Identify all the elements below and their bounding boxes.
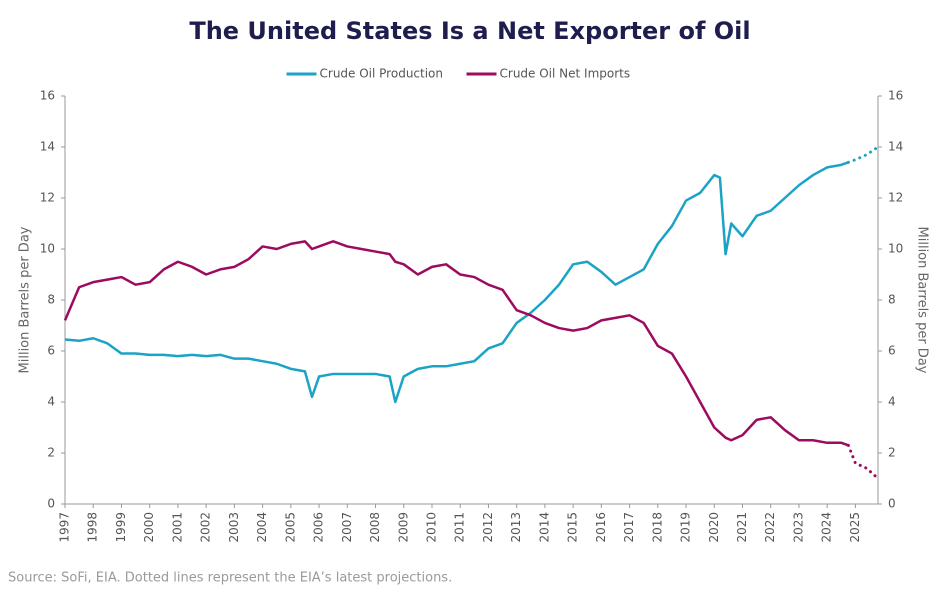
- x-tick-label: 2010: [424, 512, 438, 543]
- x-tick-label: 2008: [368, 512, 382, 543]
- x-tick-label: 2016: [594, 512, 608, 543]
- y-tick-label: 2: [47, 446, 55, 460]
- x-tick-label: 1998: [86, 512, 100, 543]
- y-tick-label: 8: [47, 293, 55, 307]
- series-line: [64, 161, 849, 404]
- y2-tick-label: 8: [888, 293, 896, 307]
- x-tick-label: 2013: [509, 512, 523, 543]
- x-tick-label: 2024: [820, 512, 834, 543]
- source-note: Source: SoFi, EIA. Dotted lines represen…: [8, 571, 452, 586]
- x-tick-label: 2012: [481, 512, 495, 543]
- y-axis-label: Million Barrels per Day: [18, 226, 33, 373]
- y2-tick-label: 6: [888, 344, 896, 358]
- y2-tick-label: 10: [888, 242, 903, 256]
- x-tick-label: 2020: [707, 512, 721, 543]
- series-line: [63, 240, 849, 447]
- x-tick-label: 2009: [396, 512, 410, 543]
- x-tick-label: 2002: [199, 512, 213, 543]
- x-tick-label: 2018: [650, 512, 664, 543]
- y-tick-label: 14: [40, 140, 55, 154]
- x-tick-label: 2025: [848, 512, 862, 543]
- y2-tick-label: 16: [888, 89, 903, 103]
- x-tick-label: 2001: [170, 512, 184, 543]
- y2-axis-label: Million Barrels per Day: [915, 227, 930, 374]
- x-tick-label: 2023: [791, 512, 805, 543]
- y2-tick-label: 14: [888, 140, 903, 154]
- x-tick-label: 2003: [227, 512, 241, 543]
- legend-label: Crude Oil Net Imports: [500, 67, 631, 81]
- x-tick-label: 2021: [735, 512, 749, 543]
- chart-title: The United States Is a Net Exporter of O…: [189, 17, 750, 45]
- y2-tick-label: 2: [888, 446, 896, 460]
- y-tick-label: 6: [47, 344, 55, 358]
- x-tick-label: 2005: [283, 512, 297, 543]
- y-tick-label: 16: [40, 89, 55, 103]
- x-tick-label: 2007: [340, 512, 354, 543]
- x-tick-label: 2014: [537, 512, 551, 543]
- projection-line: [846, 443, 880, 480]
- y-tick-label: 0: [47, 497, 55, 511]
- y2-tick-label: 12: [888, 191, 903, 205]
- x-tick-label: 2022: [763, 512, 777, 543]
- y2-tick-label: 4: [888, 395, 896, 409]
- x-tick-label: 2011: [453, 512, 467, 543]
- x-tick-label: 2000: [142, 512, 156, 543]
- x-tick-label: 1999: [114, 512, 128, 543]
- x-tick-label: 2015: [566, 512, 580, 543]
- x-tick-label: 2006: [312, 512, 326, 543]
- y-tick-label: 12: [40, 191, 55, 205]
- projection-line: [846, 145, 880, 164]
- legend-label: Crude Oil Production: [320, 67, 444, 81]
- y2-tick-label: 0: [888, 497, 896, 511]
- x-tick-label: 2004: [255, 512, 269, 543]
- x-tick-label: 1997: [58, 512, 72, 543]
- x-tick-label: 2017: [622, 512, 636, 543]
- x-tick-label: 2019: [679, 512, 693, 543]
- y-tick-label: 10: [40, 242, 55, 256]
- y-tick-label: 4: [47, 395, 55, 409]
